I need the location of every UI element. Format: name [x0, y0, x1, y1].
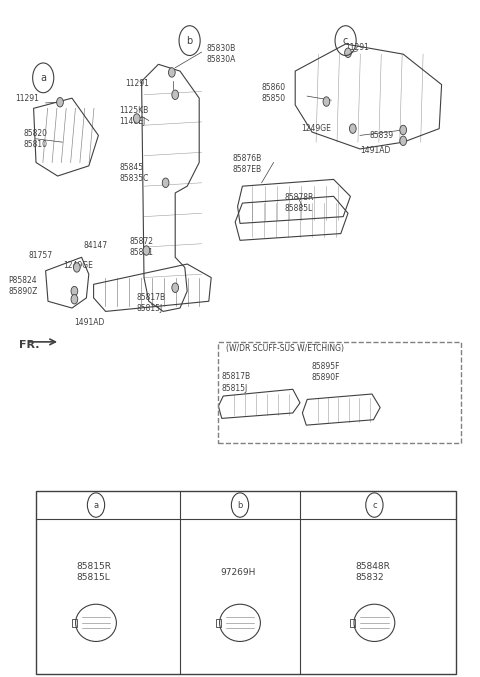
Circle shape: [172, 90, 179, 100]
Circle shape: [73, 263, 80, 272]
Circle shape: [323, 97, 330, 106]
Circle shape: [71, 286, 78, 296]
Text: 85860
85850: 85860 85850: [262, 83, 286, 104]
Text: c: c: [343, 36, 348, 45]
Text: b: b: [186, 36, 193, 45]
Text: 85876B
8587EB: 85876B 8587EB: [233, 154, 262, 174]
Circle shape: [133, 114, 140, 123]
Circle shape: [345, 48, 351, 58]
Circle shape: [400, 125, 407, 135]
Text: 85815R
85815L: 85815R 85815L: [77, 562, 112, 582]
Text: a: a: [40, 73, 46, 83]
Text: 1249GE: 1249GE: [63, 261, 93, 270]
Circle shape: [168, 68, 175, 77]
Text: (W/DR SCUFF-SUS W/ETCHING): (W/DR SCUFF-SUS W/ETCHING): [226, 344, 344, 353]
Text: 81757: 81757: [29, 250, 53, 260]
Text: 1249GE: 1249GE: [301, 124, 331, 133]
Text: 97269H: 97269H: [221, 567, 256, 577]
Text: 85895F
85890F: 85895F 85890F: [311, 362, 339, 383]
Circle shape: [349, 124, 356, 133]
Text: 1491AD: 1491AD: [360, 146, 390, 155]
Bar: [72, 619, 77, 627]
Text: 1125KB
1140EJ: 1125KB 1140EJ: [119, 106, 148, 127]
Text: 11291: 11291: [125, 79, 149, 88]
Circle shape: [57, 97, 63, 107]
Text: 84147: 84147: [84, 241, 108, 250]
Text: P85824
85890Z: P85824 85890Z: [9, 276, 38, 297]
Bar: [350, 619, 355, 627]
Text: 1491AD: 1491AD: [74, 318, 105, 328]
Text: 85845
85835C: 85845 85835C: [119, 163, 148, 183]
Circle shape: [143, 246, 150, 255]
Text: 85817B
85815J: 85817B 85815J: [137, 293, 166, 313]
Text: 85817B
85815J: 85817B 85815J: [222, 372, 251, 393]
Text: 85820
85810: 85820 85810: [23, 129, 47, 149]
Bar: [216, 619, 221, 627]
Circle shape: [162, 178, 169, 188]
Text: FR.: FR.: [19, 341, 40, 350]
Text: 11291: 11291: [346, 43, 370, 52]
Text: a: a: [94, 500, 98, 510]
Bar: [36, 491, 456, 674]
Circle shape: [400, 136, 407, 146]
Text: 11291: 11291: [15, 93, 39, 103]
Text: b: b: [237, 500, 243, 510]
Text: 85878R
85885L: 85878R 85885L: [284, 193, 313, 213]
Text: 85848R
85832: 85848R 85832: [355, 562, 390, 582]
Text: 85872
85871: 85872 85871: [130, 237, 154, 257]
Circle shape: [172, 283, 179, 292]
Text: c: c: [372, 500, 377, 510]
Text: 85830B
85830A: 85830B 85830A: [206, 44, 236, 64]
Text: 85839: 85839: [370, 131, 394, 140]
Circle shape: [71, 294, 78, 304]
